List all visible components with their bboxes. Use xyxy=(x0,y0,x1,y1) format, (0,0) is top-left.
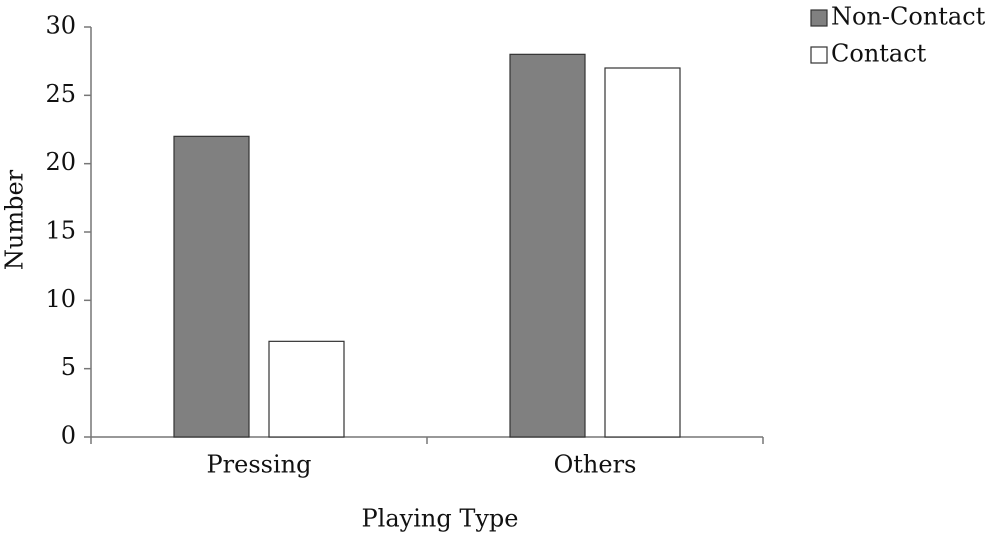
legend-swatch xyxy=(810,9,828,27)
bar xyxy=(604,67,681,438)
y-tick-label: 25 xyxy=(45,80,76,108)
y-axis-title: Number xyxy=(1,169,29,270)
bar xyxy=(509,53,586,438)
y-tick-label: 30 xyxy=(45,12,76,40)
y-tick-label: 10 xyxy=(45,285,76,313)
y-tick-label: 0 xyxy=(61,422,76,450)
x-tick-label: Pressing xyxy=(207,451,312,479)
y-tick-label: 15 xyxy=(45,217,76,245)
legend-label: Non-Contact xyxy=(831,3,986,31)
legend-label: Contact xyxy=(831,40,927,68)
x-axis-title: Playing Type xyxy=(362,505,519,533)
y-tick-label: 5 xyxy=(61,353,76,381)
x-tick-label: Others xyxy=(554,451,637,479)
bar xyxy=(173,135,250,438)
bar xyxy=(268,340,345,438)
y-tick-label: 20 xyxy=(45,148,76,176)
legend-swatch xyxy=(810,46,828,64)
